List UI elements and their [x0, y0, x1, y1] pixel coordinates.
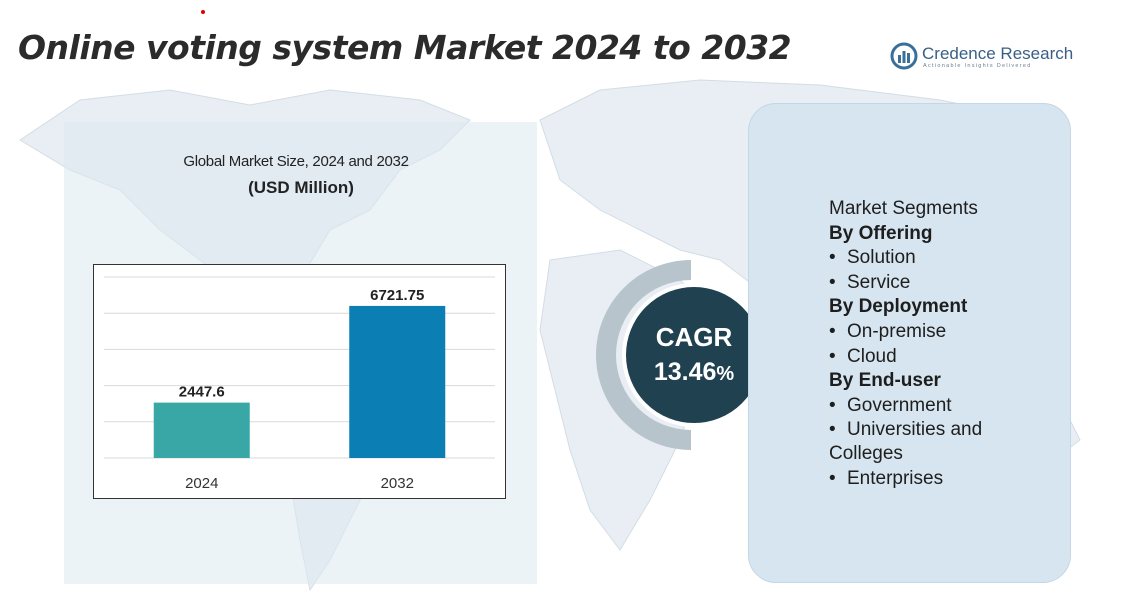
- cagr-label: CAGR: [656, 322, 733, 352]
- segments-list: Market Segments By Offering • Solution • S…: [829, 197, 982, 491]
- segment-item-universities-continued: Colleges: [829, 442, 903, 464]
- segment-item-service: • Service: [829, 271, 911, 293]
- chart-units: (USD Million): [248, 178, 354, 197]
- logo-tagline: Actionable Insights Delivered: [923, 63, 1032, 69]
- segment-item-solution: • Solution: [829, 247, 916, 269]
- cagr-ring: [596, 260, 691, 450]
- bars: [153, 305, 446, 458]
- credence-logo: Credence Research Actionable Insights De…: [888, 42, 1078, 74]
- segment-item-government: • Government: [829, 394, 952, 416]
- bar-chart-icon: [890, 42, 918, 70]
- segment-item-on-premise: • On-premise: [829, 320, 947, 342]
- bar-2024: [153, 402, 250, 458]
- bar-chart: 2447.6 6721.75 2024 2032: [93, 264, 506, 499]
- value-labels: 2447.6 6721.75: [179, 287, 425, 401]
- bar-2032: [349, 305, 446, 458]
- bar-chart-plot: 2447.6 6721.75 2024 2032: [104, 276, 495, 492]
- cagr-value: 13.46%: [654, 358, 735, 386]
- chart-title: Global Market Size, 2024 and 2032: [183, 153, 409, 170]
- x-tick-2024: 2024: [185, 475, 218, 492]
- segment-group-deployment: By Deployment: [829, 296, 968, 318]
- segment-item-universities: • Universities and: [829, 419, 983, 441]
- x-tick-2032: 2032: [381, 475, 414, 492]
- segment-item-cloud: • Cloud: [829, 345, 897, 367]
- x-tick-labels: 2024 2032: [185, 475, 414, 492]
- segments-card: [748, 103, 1071, 583]
- value-label-2032: 6721.75: [370, 287, 424, 304]
- segment-group-end-user: By End-user: [829, 370, 941, 392]
- value-label-2024: 2447.6: [179, 384, 225, 401]
- red-dot-marker: [201, 10, 205, 14]
- cagr-circle: [622, 283, 766, 427]
- page-title: Online voting system Market 2024 to 2032: [18, 28, 792, 67]
- cagr-badge: CAGR 13.46%: [596, 250, 771, 465]
- segment-group-offering: By Offering: [829, 222, 933, 244]
- segments-heading: Market Segments: [829, 198, 978, 219]
- cagr-number: 13.46: [654, 358, 717, 386]
- logo-name: Credence Research: [922, 44, 1074, 63]
- cagr-percent: %: [716, 363, 734, 385]
- segment-item-enterprises: • Enterprises: [829, 467, 944, 489]
